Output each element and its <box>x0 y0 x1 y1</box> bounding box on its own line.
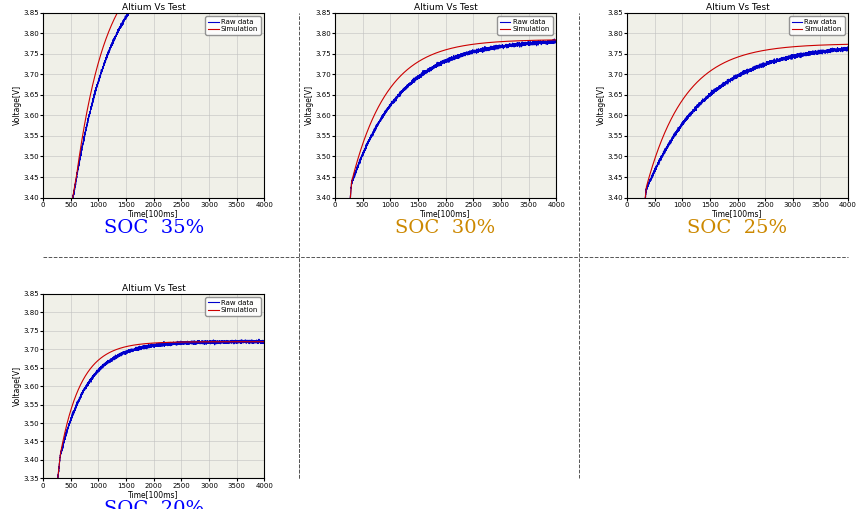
Raw data <box>424 67 435 73</box>
X-axis label: Time[100ms]: Time[100ms] <box>420 209 471 218</box>
Raw data <box>551 38 561 44</box>
Raw data <box>133 0 143 4</box>
Text: SOC  35%: SOC 35% <box>103 219 204 237</box>
Raw data <box>716 82 727 89</box>
Raw data <box>843 46 853 52</box>
Simulation <box>424 52 435 59</box>
Simulation <box>259 338 269 345</box>
Simulation <box>551 37 561 43</box>
Title: Altium Vs Test: Altium Vs Test <box>706 3 770 12</box>
Raw data <box>715 84 725 91</box>
Title: Altium Vs Test: Altium Vs Test <box>121 3 185 12</box>
Text: SOC  30%: SOC 30% <box>395 219 496 237</box>
Simulation <box>491 39 501 45</box>
Simulation <box>836 41 846 47</box>
Raw data <box>549 36 560 42</box>
Text: SOC  25%: SOC 25% <box>687 219 788 237</box>
Raw data <box>259 338 269 344</box>
Line: Simulation: Simulation <box>627 44 848 360</box>
Legend: Raw data, Simulation: Raw data, Simulation <box>790 16 845 35</box>
Raw data <box>241 338 251 345</box>
Raw data <box>330 355 340 361</box>
Simulation <box>131 342 141 348</box>
Raw data <box>544 38 554 44</box>
X-axis label: Time[100ms]: Time[100ms] <box>128 490 179 499</box>
Text: SOC  20%: SOC 20% <box>103 500 204 509</box>
Y-axis label: Voltage[V]: Voltage[V] <box>13 85 22 125</box>
X-axis label: Time[100ms]: Time[100ms] <box>128 209 179 218</box>
Simulation <box>252 338 263 345</box>
Raw data <box>254 336 264 342</box>
Line: Simulation: Simulation <box>43 0 264 360</box>
Simulation <box>241 338 251 345</box>
Simulation <box>715 62 725 68</box>
Simulation <box>843 41 853 47</box>
Raw data <box>727 76 737 82</box>
Simulation <box>423 53 433 60</box>
Raw data <box>491 44 501 50</box>
Simulation <box>825 42 835 48</box>
Raw data <box>131 347 141 353</box>
Raw data <box>622 358 632 364</box>
Y-axis label: Voltage[V]: Voltage[V] <box>13 366 22 406</box>
Y-axis label: Voltage[V]: Voltage[V] <box>597 85 605 125</box>
Raw data <box>843 44 853 50</box>
Simulation <box>716 61 727 67</box>
Simulation <box>544 37 554 43</box>
Simulation <box>783 44 793 50</box>
Raw data <box>423 67 433 73</box>
Simulation <box>143 341 153 347</box>
Raw data <box>622 355 632 361</box>
Line: Raw data: Raw data <box>335 39 556 361</box>
Legend: Raw data, Simulation: Raw data, Simulation <box>498 16 553 35</box>
Title: Altium Vs Test: Altium Vs Test <box>121 284 185 293</box>
Line: Raw data: Raw data <box>43 0 264 362</box>
Raw data <box>783 54 793 61</box>
Line: Raw data: Raw data <box>43 339 264 509</box>
Simulation <box>533 37 543 43</box>
Legend: Raw data, Simulation: Raw data, Simulation <box>205 16 261 35</box>
Raw data <box>252 338 263 344</box>
Line: Raw data: Raw data <box>627 47 848 361</box>
Line: Simulation: Simulation <box>335 40 556 360</box>
Raw data <box>331 358 341 364</box>
Raw data <box>38 355 48 361</box>
Raw data <box>533 40 543 46</box>
Simulation <box>133 342 143 348</box>
Simulation <box>622 357 632 363</box>
Raw data <box>143 343 153 349</box>
Title: Altium Vs Test: Altium Vs Test <box>413 3 478 12</box>
Simulation <box>330 357 340 363</box>
Line: Simulation: Simulation <box>43 342 264 509</box>
Raw data <box>435 61 445 67</box>
X-axis label: Time[100ms]: Time[100ms] <box>712 209 763 218</box>
Legend: Raw data, Simulation: Raw data, Simulation <box>205 297 261 316</box>
Simulation <box>38 357 48 363</box>
Raw data <box>199 340 209 346</box>
Raw data <box>133 347 143 353</box>
Y-axis label: Voltage[V]: Voltage[V] <box>305 85 313 125</box>
Raw data <box>825 49 835 55</box>
Raw data <box>836 47 846 53</box>
Simulation <box>727 56 737 62</box>
Raw data <box>131 0 141 6</box>
Simulation <box>199 339 209 345</box>
Simulation <box>435 48 445 54</box>
Raw data <box>39 359 49 365</box>
